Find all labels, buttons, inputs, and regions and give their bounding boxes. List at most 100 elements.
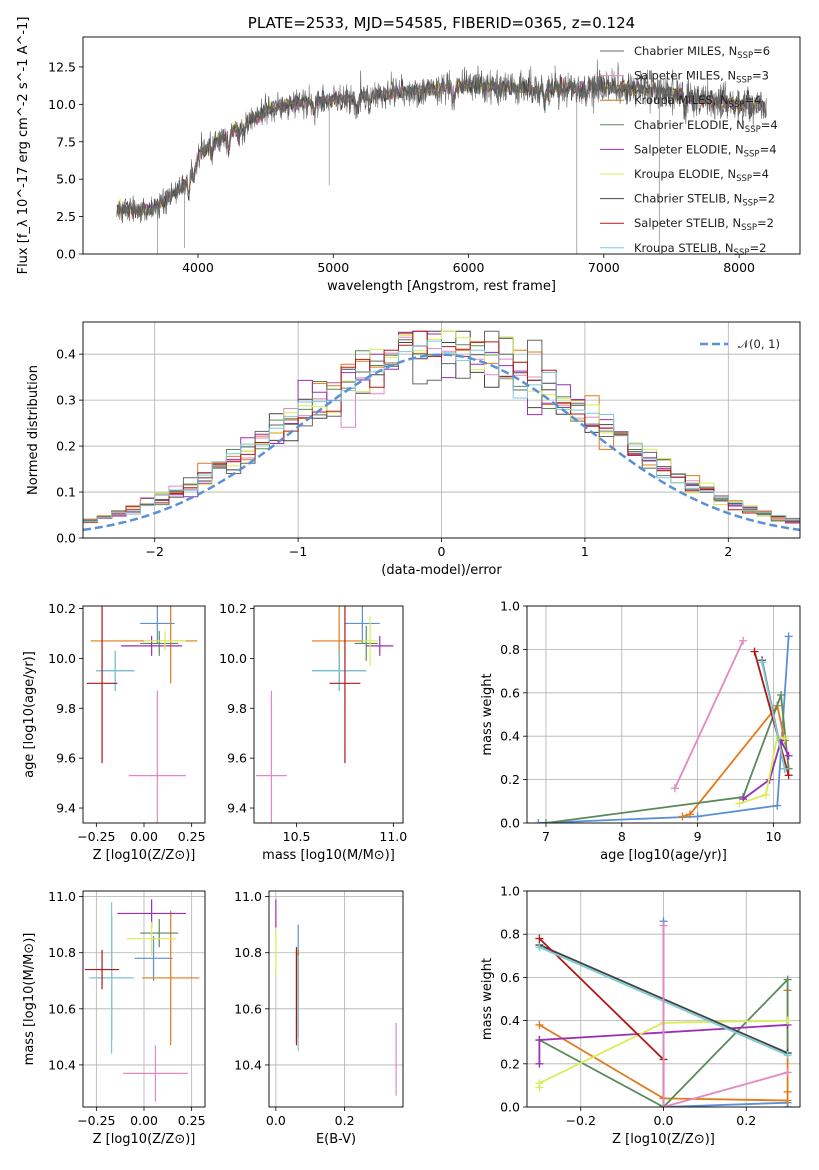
y-tick-label: 10.4 (48, 1057, 76, 1072)
y-tick-label: 9.8 (56, 701, 76, 716)
y-tick-label: 11.0 (234, 889, 262, 904)
y-tick-label: 0.1 (56, 485, 76, 500)
errorbar-point (144, 630, 186, 651)
errorbar-point (84, 949, 120, 990)
chart-title: PLATE=2533, MJD=54585, FIBERID=0365, z=0… (248, 14, 635, 32)
y-tick-label: 10.6 (234, 1001, 262, 1016)
errorbar-point (128, 690, 186, 823)
x-tick-label: −0.25 (77, 1113, 115, 1128)
errorbar-point (86, 606, 118, 764)
x-axis-label: Z [log10(Z/Z⊙)] (93, 1132, 196, 1147)
y-tick-label: 9.6 (227, 751, 247, 766)
errorbar-point (329, 606, 361, 764)
y-tick-label: 0.4 (500, 729, 520, 744)
errorbar-point (362, 615, 378, 666)
legend-entry: Chabrier MILES, NSSP=6 (634, 44, 770, 61)
y-tick-label: 10.8 (48, 945, 76, 960)
x-axis-label: Z [log10(Z/Z⊙)] (93, 848, 196, 863)
series-line (662, 925, 788, 1107)
series-line (739, 735, 786, 805)
errorbar-point (123, 1045, 188, 1102)
y-tick-label: 10.0 (48, 651, 76, 666)
x-tick-label: −0.2 (566, 1113, 596, 1128)
y-tick-label: 1.0 (500, 884, 520, 899)
x-tick-label: 0.0 (266, 1113, 286, 1128)
legend-entry: Kroupa ELODIE, NSSP=4 (634, 167, 769, 184)
y-axis-label: mass weight (480, 958, 495, 1040)
mass-vs-z-chart: −0.25 0.00 0.25 10.4 10.6 10.8 11.0 Z [log10(Z/… (22, 889, 206, 1147)
y-axis-label: mass [log10(M/M⊙)] (22, 933, 37, 1066)
weight-series (535, 1016, 792, 1092)
errorbar-point (140, 919, 179, 948)
errorbar-point (255, 690, 287, 823)
plot-area (255, 606, 394, 823)
x-axis-label: age [log10(age/yr)] (600, 848, 727, 863)
x-tick-label: 2 (724, 544, 732, 559)
weight-series (535, 1020, 792, 1068)
legend-entry: Salpeter STELIB, NSSP=2 (634, 216, 774, 233)
axes-frame (82, 36, 801, 255)
residuals-chart: −2 −1 0 1 2 0.0 0.1 0.2 0.3 0.4 (data-model)/error… (26, 321, 801, 578)
x-tick-label: 0.25 (178, 1113, 206, 1128)
mass-vs-ebv-chart: 0.0 0.2 10.4 10.6 10.8 11.0 E(B-V) (234, 889, 404, 1147)
x-tick-label: 1 (581, 544, 589, 559)
y-tick-label: 9.8 (227, 701, 247, 716)
y-tick-label: 10.2 (219, 601, 247, 616)
axes-frame (268, 890, 404, 1108)
weight-series (750, 647, 793, 780)
series-line (753, 651, 790, 776)
plot-area (86, 606, 198, 823)
spectrum-legend: Chabrier MILES, NSSP=6 Salpeter MILES, NS… (600, 44, 778, 258)
x-tick-label: 7 (542, 829, 550, 844)
legend-entry: Chabrier ELODIE, NSSP=4 (634, 118, 778, 135)
y-tick-label: 1.0 (500, 599, 520, 614)
y-tick-label: 0.0 (56, 531, 76, 546)
y-tick-label: 10.0 (219, 651, 247, 666)
legend-entry: Kroupa STELIB, NSSP=2 (634, 241, 766, 258)
weight-vs-age-chart: 7 8 9 10 0.0 0.2 0.4 0.6 0.8 1.0 age [log10(age/yr… (480, 599, 801, 863)
axes-frame (82, 890, 206, 1108)
errorbar-point (88, 902, 135, 1054)
y-tick-label: 0.6 (500, 970, 520, 985)
errorbar-point (96, 650, 135, 691)
x-tick-label: 11.0 (379, 829, 407, 844)
x-tick-label: 0 (438, 544, 446, 559)
y-tick-label: 10.0 (48, 97, 76, 112)
y-tick-label: 0.2 (500, 772, 520, 787)
x-tick-label: 9 (694, 829, 702, 844)
series-line (682, 703, 786, 818)
x-axis-label: (data-model)/error (381, 563, 502, 578)
spectrum-line (116, 59, 767, 221)
y-tick-label: 9.6 (56, 751, 76, 766)
errorbar-point (126, 921, 177, 956)
x-tick-label: 0.0 (654, 1113, 674, 1128)
x-axis-label: E(B-V) (316, 1132, 356, 1147)
x-tick-label: 0.2 (335, 1113, 355, 1128)
y-tick-label: 0.8 (500, 642, 520, 657)
x-tick-label: 10.5 (283, 829, 311, 844)
weight-series (659, 921, 792, 1107)
y-tick-label: 0.0 (56, 247, 76, 262)
plot-area (116, 59, 767, 254)
x-tick-label: 0.2 (736, 1113, 756, 1128)
plot-area (275, 899, 397, 1096)
y-tick-label: 2.5 (56, 209, 76, 224)
weight-series (670, 636, 748, 793)
x-tick-label: 0.00 (130, 829, 158, 844)
series-line (538, 977, 789, 1107)
series-line (545, 694, 790, 823)
errorbar-point (344, 606, 380, 644)
y-tick-label: 0.2 (56, 439, 76, 454)
y-tick-label: 10.6 (48, 1001, 76, 1016)
legend-entry: 𝒩(0, 1) (738, 337, 780, 351)
y-tick-label: 0.4 (56, 347, 76, 362)
y-tick-label: 12.5 (48, 59, 76, 74)
axes-frame (253, 605, 404, 824)
x-tick-label: −2 (145, 544, 163, 559)
axes-frame (526, 605, 801, 824)
age-vs-mass-chart: 10.5 11.0 9.4 9.6 9.8 10.0 10.2 mass [log10(M/M… (219, 601, 407, 863)
y-tick-label: 0.6 (500, 685, 520, 700)
y-tick-label: 0.0 (500, 1100, 520, 1115)
y-axis-label: age [log10(age/yr)] (22, 651, 37, 778)
errorbar-point (140, 630, 179, 656)
